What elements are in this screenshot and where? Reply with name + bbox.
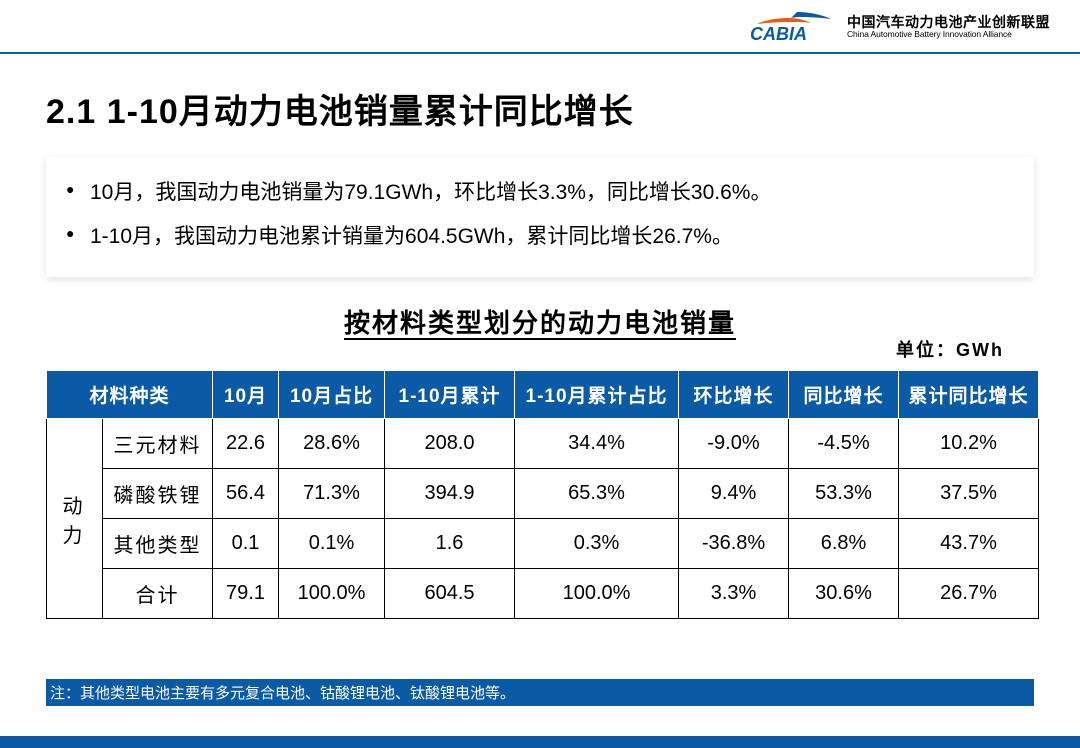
cell: 3.3% <box>679 569 789 619</box>
cell: 604.5 <box>385 569 515 619</box>
cell: 56.4 <box>213 469 279 519</box>
cell: 53.3% <box>789 469 899 519</box>
brand-logo: CABIA 中国汽车动力电池产业创新联盟 China Automotive Ba… <box>747 10 1050 44</box>
footnote: 注：其他类型电池主要有多元复合电池、钴酸锂电池、钛酸锂电池等。 <box>46 679 1034 706</box>
cell: 0.3% <box>515 519 679 569</box>
cell: 79.1 <box>213 569 279 619</box>
col-header: 10月 <box>213 371 279 419</box>
brand-name-cn: 中国汽车动力电池产业创新联盟 <box>847 14 1050 30</box>
col-header: 环比增长 <box>679 371 789 419</box>
row-label: 磷酸铁锂 <box>103 469 213 519</box>
col-header: 1-10月累计占比 <box>515 371 679 419</box>
cell: -9.0% <box>679 419 789 469</box>
cell: -36.8% <box>679 519 789 569</box>
cell: 26.7% <box>899 569 1039 619</box>
cell: 34.4% <box>515 419 679 469</box>
header: CABIA 中国汽车动力电池产业创新联盟 China Automotive Ba… <box>0 0 1080 52</box>
cabia-logo-icon: CABIA <box>747 10 837 44</box>
group-label: 动力 <box>47 419 103 619</box>
cell: 37.5% <box>899 469 1039 519</box>
cell: 10.2% <box>899 419 1039 469</box>
cell: 9.4% <box>679 469 789 519</box>
cell: 28.6% <box>279 419 385 469</box>
cell: 100.0% <box>279 569 385 619</box>
cell: 43.7% <box>899 519 1039 569</box>
cell: 394.9 <box>385 469 515 519</box>
cell: 6.8% <box>789 519 899 569</box>
table-subtitle: 按材料类型划分的动力电池销量 <box>344 303 736 340</box>
cell: 71.3% <box>279 469 385 519</box>
cell: 30.6% <box>789 569 899 619</box>
brand-name-en: China Automotive Battery Innovation Alli… <box>847 30 1050 40</box>
col-header: 1-10月累计 <box>385 371 515 419</box>
row-label: 三元材料 <box>103 419 213 469</box>
col-header: 10月占比 <box>279 371 385 419</box>
col-header: 累计同比增长 <box>899 371 1039 419</box>
cell: -4.5% <box>789 419 899 469</box>
footer-bar <box>0 736 1080 748</box>
row-label: 合计 <box>103 569 213 619</box>
cell: 65.3% <box>515 469 679 519</box>
cell: 0.1% <box>279 519 385 569</box>
col-header: 同比增长 <box>789 371 899 419</box>
bullet-item: 10月，我国动力电池销量为79.1GWh，环比增长3.3%，同比增长30.6%。 <box>64 171 1016 215</box>
page-title: 2.1 1-10月动力电池销量累计同比增长 <box>0 54 1080 157</box>
subtitle-row: 按材料类型划分的动力电池销量 单位：GWh <box>46 303 1034 340</box>
cell: 1.6 <box>385 519 515 569</box>
cell: 100.0% <box>515 569 679 619</box>
bullet-item: 1-10月，我国动力电池累计销量为604.5GWh，累计同比增长26.7%。 <box>64 215 1016 259</box>
cell: 0.1 <box>213 519 279 569</box>
cell: 22.6 <box>213 419 279 469</box>
summary-card: 10月，我国动力电池销量为79.1GWh，环比增长3.3%，同比增长30.6%。… <box>46 157 1034 277</box>
table-row: 动力三元材料22.628.6%208.034.4%-9.0%-4.5%10.2% <box>47 419 1039 469</box>
table-row: 其他类型0.10.1%1.60.3%-36.8%6.8%43.7% <box>47 519 1039 569</box>
svg-text:CABIA: CABIA <box>750 24 807 44</box>
cell: 208.0 <box>385 419 515 469</box>
table-row: 合计79.1100.0%604.5100.0%3.3%30.6%26.7% <box>47 569 1039 619</box>
table-row: 磷酸铁锂56.471.3%394.965.3%9.4%53.3%37.5% <box>47 469 1039 519</box>
row-label: 其他类型 <box>103 519 213 569</box>
col-header: 材料种类 <box>47 371 213 419</box>
unit-label: 单位：GWh <box>896 336 1004 362</box>
data-table: 材料种类 10月 10月占比 1-10月累计 1-10月累计占比 环比增长 同比… <box>46 370 1034 619</box>
table-header-row: 材料种类 10月 10月占比 1-10月累计 1-10月累计占比 环比增长 同比… <box>47 371 1039 419</box>
